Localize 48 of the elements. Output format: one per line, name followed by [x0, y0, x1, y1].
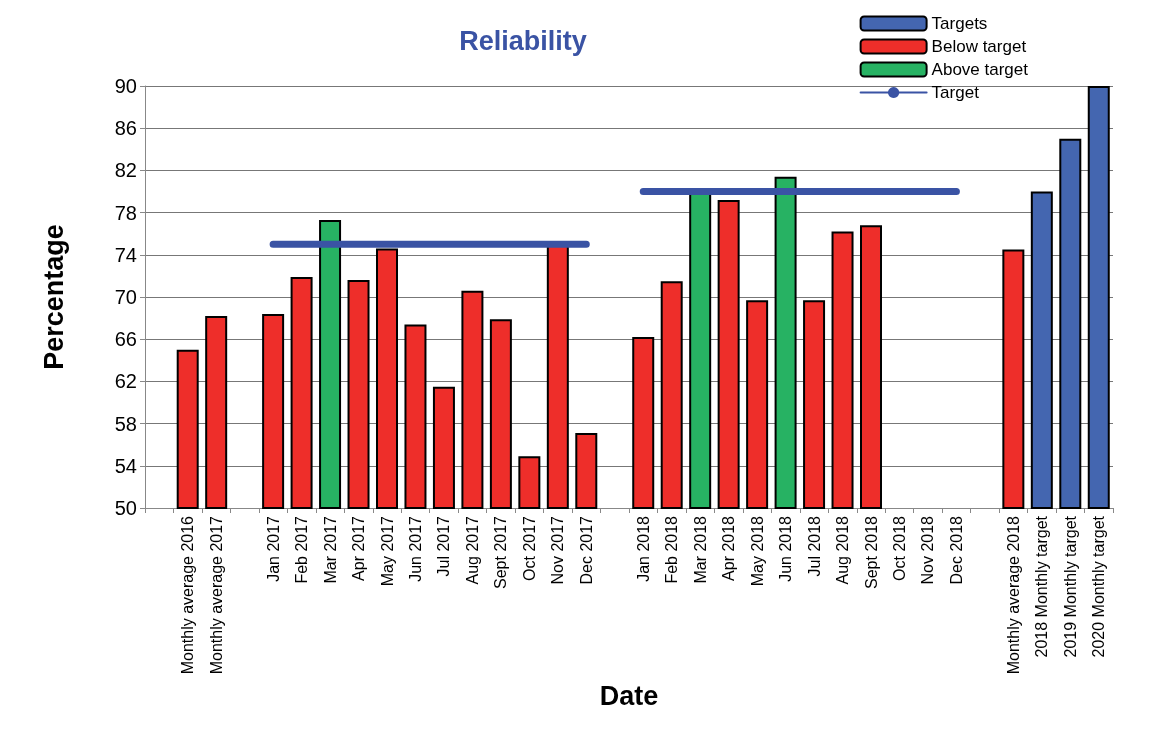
- y-tick-label: 58: [114, 412, 137, 435]
- x-tick-label: Monthly average 2018: [1004, 515, 1022, 675]
- x-tick-label: Sept 2018: [862, 515, 880, 589]
- y-tick-label: 66: [114, 328, 137, 351]
- x-tick-label: Nov 2018: [919, 515, 937, 585]
- y-tick-label: 82: [114, 159, 137, 182]
- x-tick-label: Jul 2017: [435, 515, 453, 577]
- y-axis-title: Percentage: [38, 224, 69, 370]
- y-tick-label: 70: [114, 286, 137, 308]
- y-tick-label: 50: [114, 497, 137, 519]
- legend-label: Targets: [931, 14, 988, 33]
- x-tick-label: Sept 2017: [492, 515, 510, 589]
- x-tick-label: Apr 2018: [720, 515, 738, 581]
- x-tick-label: Monthly average 2017: [207, 515, 225, 675]
- x-axis-title: Date: [599, 680, 659, 711]
- x-tick-label: Mar 2017: [321, 515, 339, 584]
- chart-title: Reliability: [459, 25, 587, 56]
- x-tick-label: Dec 2017: [577, 515, 595, 585]
- x-tick-label: Aug 2018: [834, 515, 852, 585]
- x-tick-label: Oct 2018: [890, 515, 908, 581]
- x-tick-label: 2019 Monthly target: [1061, 515, 1079, 658]
- x-tick-label: Mar 2018: [691, 515, 709, 584]
- x-tick-label: Apr 2017: [350, 515, 368, 581]
- y-tick-label: 54: [114, 454, 137, 477]
- legend-label: Target: [931, 83, 980, 102]
- x-tick-label: May 2017: [378, 515, 396, 587]
- x-tick-label: May 2018: [748, 515, 766, 587]
- y-tick-label: 78: [114, 201, 137, 224]
- x-tick-label: Jan 2018: [634, 515, 652, 582]
- y-tick-label: 62: [114, 370, 137, 393]
- legend-label: Above target: [931, 60, 1029, 79]
- y-tick-label: 90: [114, 75, 137, 97]
- x-tick-label: Dec 2018: [947, 515, 965, 585]
- y-tick-label: 86: [114, 117, 137, 140]
- x-tick-label: Aug 2017: [463, 515, 481, 585]
- x-tick-label: Jan 2017: [264, 515, 282, 582]
- x-tick-label: Jun 2018: [777, 515, 795, 582]
- x-tick-label: Jul 2018: [805, 515, 823, 577]
- x-tick-label: Oct 2017: [520, 515, 538, 581]
- x-tick-label: Feb 2018: [663, 515, 681, 584]
- x-tick-label: 2018 Monthly target: [1033, 515, 1051, 658]
- x-tick-label: Feb 2017: [293, 515, 311, 584]
- legend-label: Below target: [931, 37, 1027, 56]
- x-tick-label: 2020 Monthly target: [1090, 515, 1108, 658]
- x-tick-label: Monthly average 2016: [179, 515, 197, 675]
- x-tick-label: Nov 2017: [549, 515, 567, 585]
- y-tick-label: 74: [114, 243, 137, 266]
- x-tick-label: Jun 2017: [406, 515, 424, 582]
